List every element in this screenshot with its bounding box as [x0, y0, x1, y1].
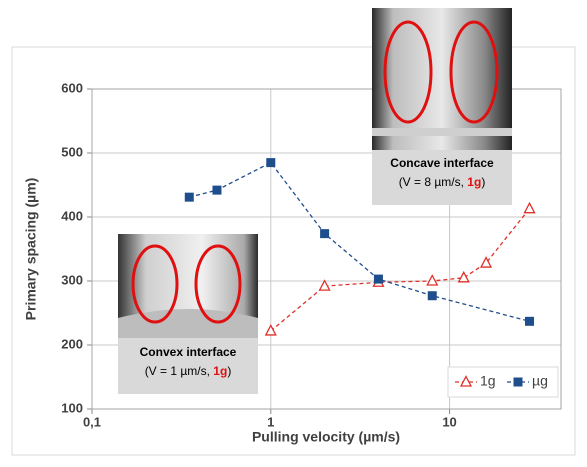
flow-loop — [383, 20, 433, 124]
point — [457, 270, 470, 283]
x-tick-label: 10 — [442, 414, 456, 429]
caption-highlight: 1g — [467, 175, 481, 189]
caption-text: ) — [227, 364, 231, 378]
flow-loop — [449, 20, 499, 124]
x-tick-label: 1 — [267, 414, 274, 429]
inset-convex: Convex interface (V = 1 µm/s, 1g) — [118, 234, 258, 394]
y-axis-title: Primary spacing (µm) — [23, 178, 39, 321]
point — [318, 279, 331, 291]
y-tick-label: 500 — [61, 144, 83, 159]
inset-title: Convex interface — [140, 345, 237, 359]
flow-loop — [131, 244, 179, 324]
point — [427, 291, 437, 301]
point — [426, 274, 439, 286]
caption-text: (V = 1 µm/s, — [145, 364, 214, 378]
y-tick-label: 200 — [61, 336, 83, 351]
inset-title: Concave interface — [390, 156, 494, 170]
point — [523, 201, 536, 214]
y-tick-label: 400 — [61, 208, 83, 223]
legend-label: 1g — [480, 373, 496, 389]
inset-caption: (V = 1 µm/s, 1g) — [145, 364, 232, 378]
y-tick-label: 100 — [61, 400, 83, 415]
interface — [118, 309, 258, 338]
chart-frame — [11, 46, 576, 456]
point — [525, 316, 535, 326]
y-tick-label: 300 — [61, 272, 83, 287]
legend-label: µg — [532, 373, 548, 389]
series-line — [270, 208, 531, 332]
caption-text: (V = 8 µm/s, — [399, 175, 468, 189]
point — [266, 158, 276, 168]
point — [184, 192, 194, 202]
legend-marker — [459, 375, 473, 387]
caption-highlight: 1g — [213, 364, 227, 378]
plot-border — [91, 88, 562, 410]
legend-marker — [513, 377, 523, 387]
point — [264, 324, 277, 336]
point — [479, 256, 493, 268]
caption-text: ) — [481, 175, 485, 189]
inset-caption: (V = 8 µm/s, 1g) — [399, 175, 486, 189]
point — [212, 185, 222, 195]
interface — [372, 128, 512, 136]
x-tick-label: 0,1 — [83, 414, 101, 429]
point — [373, 274, 383, 284]
x-axis-title: Pulling velocity (µm/s) — [252, 429, 400, 445]
legend: 1g µg — [447, 366, 559, 398]
y-tick-label: 600 — [61, 80, 83, 95]
flow-loop — [194, 244, 242, 324]
point — [320, 229, 330, 239]
inset-concave: Concave interface (V = 8 µm/s, 1g) — [372, 8, 512, 205]
